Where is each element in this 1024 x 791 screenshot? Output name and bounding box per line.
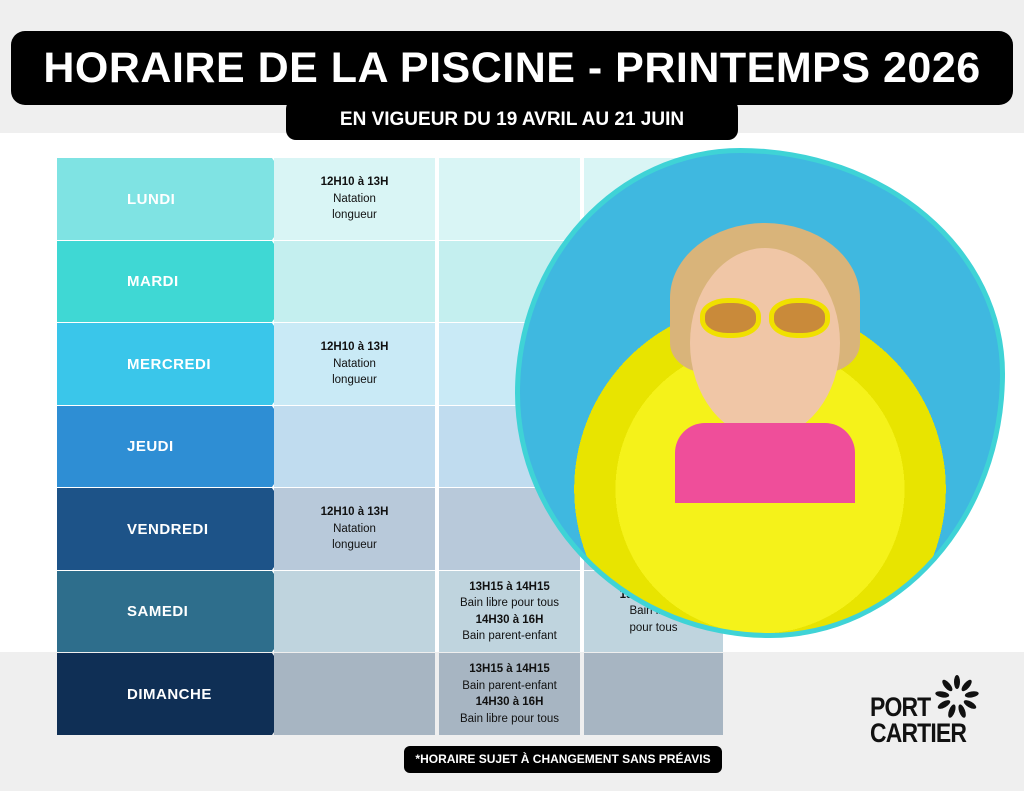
schedule-row: DIMANCHE 13H15 à 14H15 Bain parent-enfant 1… — [57, 653, 723, 735]
day-label: JEUDI — [57, 406, 300, 487]
time-slot: 13H15 à 14H15 — [469, 580, 550, 593]
page-subtitle: EN VIGUEUR DU 19 AVRIL AU 21 JUIN — [286, 99, 738, 140]
time-slot: 14H30 à 16H — [475, 696, 544, 708]
activity: Bain libre pour tous — [459, 597, 560, 609]
schedule-row: SAMEDI 13H15 à 14H15 Bain libre pour tous 1… — [57, 571, 723, 652]
schedule-cell — [274, 571, 435, 652]
day-label: DIMANCHE — [57, 653, 300, 735]
port-cartier-logo: PORT CARTIER — [870, 672, 985, 752]
activity: Bain parent-enfant — [462, 630, 557, 642]
logo-line1: PORT — [870, 692, 931, 722]
day-name: DIMANCHE — [127, 685, 212, 703]
activity: Natation longueur — [332, 357, 377, 387]
time-slot: 13H15 à 14H15 — [469, 663, 550, 675]
child-pool-photo — [515, 148, 1005, 638]
schedule-cell: 13H15 à 14H15 Bain libre pour tous 14H30 à… — [439, 571, 580, 652]
schedule-cell — [274, 241, 435, 322]
page-title: HORAIRE DE LA PISCINE - PRINTEMPS 2026 — [11, 31, 1013, 105]
schedule-cell: 12H10 à 13H Natation longueur — [274, 158, 435, 240]
day-label: LUNDI — [57, 158, 300, 240]
time-slot: 12H10 à 13H — [320, 506, 389, 519]
day-label: VENDREDI — [57, 488, 300, 570]
schedule-cell — [439, 158, 580, 240]
day-label: MARDI — [57, 241, 300, 322]
sunglasses — [700, 298, 830, 338]
day-name: MARDI — [127, 273, 179, 290]
swimsuit — [675, 423, 855, 503]
activity: Bain parent-enfant — [462, 679, 557, 692]
day-name: JEUDI — [127, 438, 174, 455]
schedule-cell: 12H10 à 13H Natation longueur — [274, 323, 435, 405]
schedule-cell — [584, 653, 723, 735]
schedule-cell — [274, 653, 435, 735]
day-name: SAMEDI — [127, 603, 189, 620]
activity: Bain libre pour tous — [459, 712, 560, 725]
day-label: MERCREDI — [57, 323, 300, 405]
time-slot: 12H10 à 13H — [320, 341, 389, 354]
logo-line2: CARTIER — [870, 718, 967, 748]
disclaimer-note: *HORAIRE SUJET À CHANGEMENT SANS PRÉAVIS — [404, 746, 722, 773]
day-label: SAMEDI — [57, 571, 300, 652]
schedule-cell: 12H10 à 13H Natation longueur — [274, 488, 435, 570]
day-name: LUNDI — [127, 190, 176, 208]
day-name: MERCREDI — [127, 355, 212, 373]
schedule-cell — [274, 406, 435, 487]
activity: Natation longueur — [332, 522, 377, 552]
day-name: VENDREDI — [127, 520, 209, 538]
sun-burst-icon — [935, 675, 979, 718]
time-slot: 12H10 à 13H — [320, 176, 389, 189]
schedule-cell: 13H15 à 14H15 Bain parent-enfant 14H30 à 1… — [439, 653, 580, 735]
time-slot: 14H30 à 16H — [475, 613, 544, 626]
activity: Natation longueur — [332, 192, 377, 222]
photo-face — [690, 248, 840, 438]
